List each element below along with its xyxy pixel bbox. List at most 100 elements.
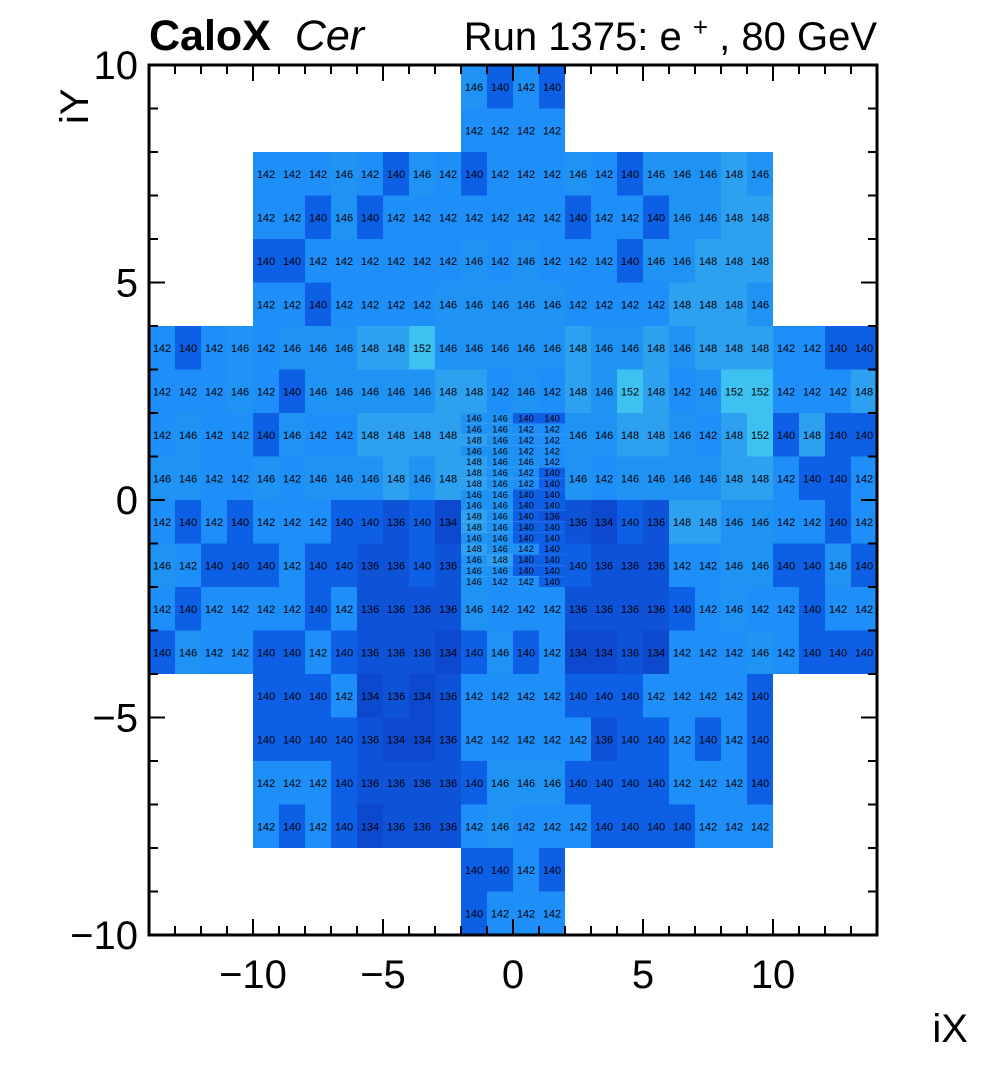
heatmap-cell xyxy=(227,369,253,413)
heatmap-cell xyxy=(461,195,487,239)
heatmap-cell xyxy=(227,587,253,631)
cell-value: 142 xyxy=(543,604,561,616)
heatmap-cell xyxy=(617,630,643,674)
heatmap-cell xyxy=(669,630,695,674)
heatmap-cell xyxy=(487,445,513,457)
heatmap-cell xyxy=(539,848,565,892)
cell-value: 146 xyxy=(491,821,509,833)
cell-value: 142 xyxy=(335,256,353,268)
heatmap-cell xyxy=(305,804,331,848)
cell-value: 136 xyxy=(387,691,405,703)
heatmap-cell xyxy=(487,282,513,326)
cell-value: 148 xyxy=(803,430,821,442)
heatmap-cell xyxy=(461,65,487,109)
cell-value: 146 xyxy=(465,299,483,311)
cell-value: 146 xyxy=(492,414,508,425)
run-title-superscript: + xyxy=(693,12,708,42)
heatmap-cell xyxy=(435,152,461,196)
cell-value: 146 xyxy=(492,435,508,446)
cell-value: 136 xyxy=(387,560,405,572)
cell-value: 136 xyxy=(361,647,379,659)
heatmap-cell xyxy=(357,500,383,544)
heatmap-cell xyxy=(695,587,721,631)
heatmap-cell xyxy=(253,804,279,848)
cell-value: 146 xyxy=(673,430,691,442)
heatmap-cell xyxy=(773,630,799,674)
heatmap-cell xyxy=(825,543,851,587)
cell-value: 140 xyxy=(829,473,847,485)
cell-value: 152 xyxy=(621,386,639,398)
heatmap-cell xyxy=(383,456,409,500)
cell-value: 142 xyxy=(283,473,301,485)
cell-value: 136 xyxy=(569,604,587,616)
heatmap-cell xyxy=(643,543,669,587)
run-title-suffix: , 80 GeV xyxy=(719,15,877,59)
heatmap-cell xyxy=(825,630,851,674)
cell-value: 134 xyxy=(595,647,613,659)
cell-value: 148 xyxy=(725,430,743,442)
cell-value: 148 xyxy=(569,343,587,355)
heatmap-cell xyxy=(721,152,747,196)
cell-value: 140 xyxy=(518,533,534,544)
heatmap-cell xyxy=(461,521,487,533)
heatmap-cell xyxy=(513,108,539,152)
heatmap-cell xyxy=(227,500,253,544)
heatmap-cell xyxy=(253,369,279,413)
heatmap-cell xyxy=(669,456,695,500)
cell-value: 146 xyxy=(492,425,508,436)
heatmap-cell xyxy=(513,413,539,424)
heatmap-cell xyxy=(279,543,305,587)
heatmap-cell xyxy=(383,804,409,848)
heatmap-cell xyxy=(331,369,357,413)
cell-value: 146 xyxy=(492,512,508,523)
heatmap-cell xyxy=(487,467,513,479)
heatmap-cell xyxy=(513,489,539,500)
heatmap-cell xyxy=(487,423,513,435)
heatmap-cell xyxy=(383,630,409,674)
heatmap-cell xyxy=(773,543,799,587)
cell-value: 142 xyxy=(777,604,795,616)
cell-value: 136 xyxy=(387,604,405,616)
heatmap-cell xyxy=(305,630,331,674)
cell-value: 142 xyxy=(595,473,613,485)
cell-value: 142 xyxy=(751,821,769,833)
cell-value: 140 xyxy=(621,691,639,703)
cell-value: 142 xyxy=(517,82,535,94)
cell-value: 142 xyxy=(517,604,535,616)
cell-value: 142 xyxy=(491,734,509,746)
cell-value: 146 xyxy=(543,299,561,311)
cell-value: 140 xyxy=(335,778,353,790)
heatmap-cell xyxy=(695,500,721,544)
heatmap-cell xyxy=(357,761,383,805)
cell-value: 136 xyxy=(361,604,379,616)
heatmap-cell xyxy=(461,445,487,457)
plot-title: CaloX Cer xyxy=(149,12,366,60)
cell-value: 142 xyxy=(491,125,509,137)
heatmap-cell xyxy=(461,587,487,631)
heatmap-cell xyxy=(383,761,409,805)
heatmap-cell xyxy=(149,543,175,587)
heatmap-cell xyxy=(461,630,487,674)
cell-value: 146 xyxy=(673,169,691,181)
cell-value: 146 xyxy=(491,647,509,659)
cell-value: 146 xyxy=(595,386,613,398)
cell-value: 142 xyxy=(803,343,821,355)
cell-value: 146 xyxy=(465,82,483,94)
cell-value: 146 xyxy=(179,647,197,659)
cell-value: 140 xyxy=(283,256,301,268)
heatmap-cell xyxy=(201,630,227,674)
heatmap-cell xyxy=(617,456,643,500)
cell-value: 148 xyxy=(466,512,482,523)
cell-value: 140 xyxy=(855,560,873,572)
cell-value: 146 xyxy=(621,473,639,485)
cell-value: 148 xyxy=(647,430,665,442)
cell-value: 140 xyxy=(309,604,327,616)
cell-value: 140 xyxy=(491,82,509,94)
cell-value: 142 xyxy=(387,256,405,268)
cell-value: 142 xyxy=(673,734,691,746)
x-tick-label: 0 xyxy=(502,953,524,997)
cell-value: 142 xyxy=(309,169,327,181)
heatmap-cell xyxy=(149,500,175,544)
cell-value: 142 xyxy=(361,299,379,311)
heatmap-cell xyxy=(175,413,201,457)
